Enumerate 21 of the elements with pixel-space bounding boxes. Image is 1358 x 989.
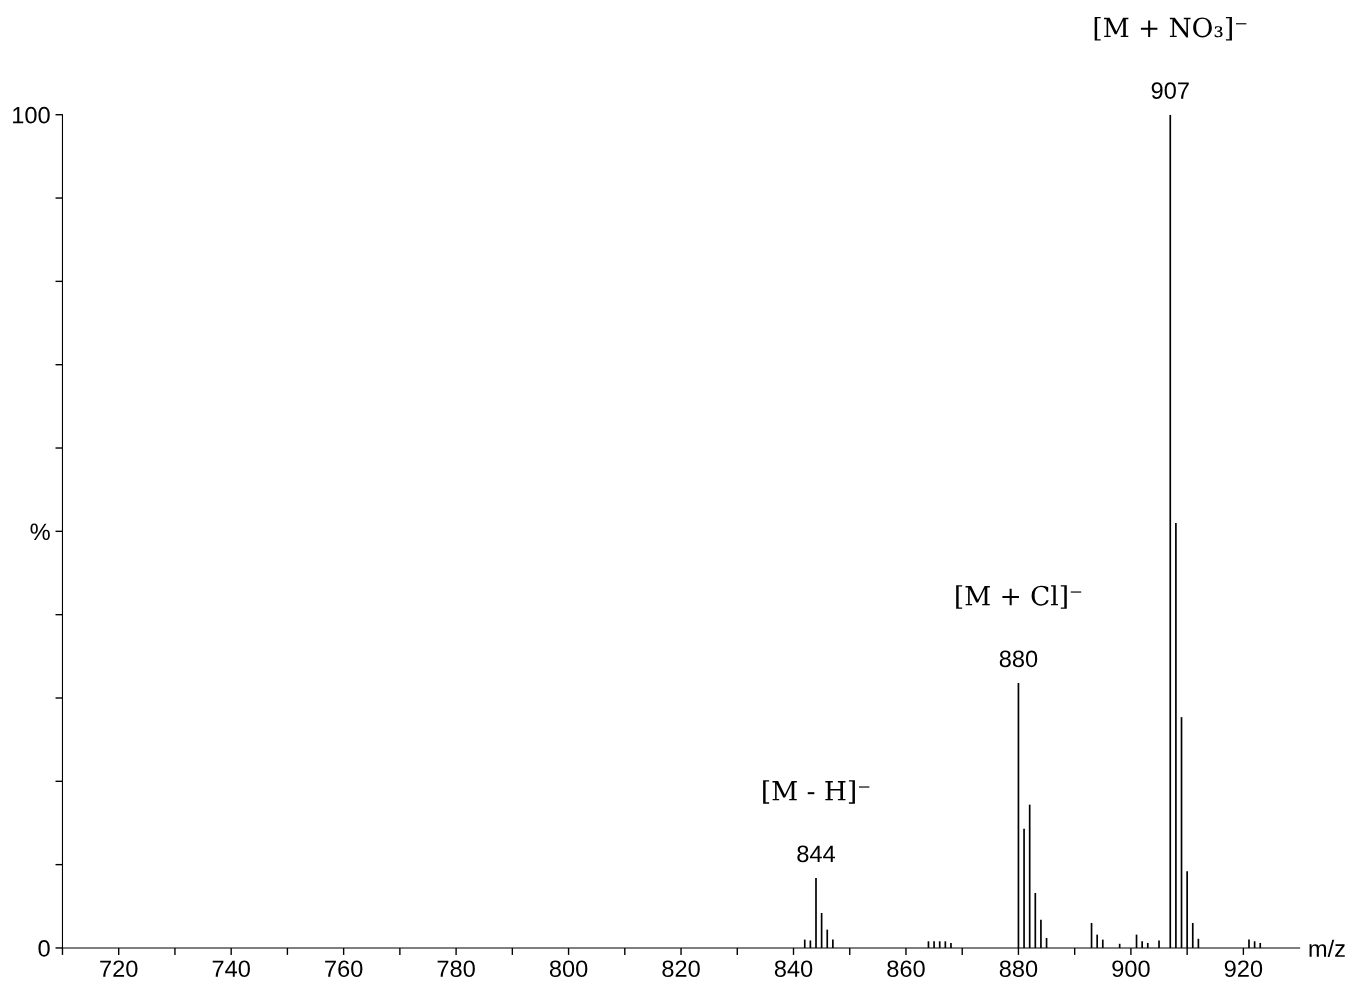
- annotation: 907: [1151, 82, 1189, 99]
- annotation: [M + NO₃]⁻: [1094, 16, 1247, 41]
- annotation: 880: [999, 650, 1038, 668]
- x-axis-title: m/z: [1309, 939, 1345, 958]
- x-tick-label: 760: [325, 960, 363, 978]
- annotation: [M - H]⁻: [763, 780, 870, 804]
- annotation: [M + Cl]⁻: [956, 585, 1082, 609]
- x-tick-label: 860: [887, 960, 925, 978]
- annotation: 844: [797, 845, 836, 863]
- x-tick-label: 800: [549, 960, 588, 978]
- y-tick-label: 100: [13, 106, 50, 124]
- y-tick-label: 0: [38, 940, 50, 957]
- x-tick-label: 880: [999, 960, 1038, 978]
- x-tick-label: 720: [100, 960, 138, 978]
- x-tick-label: 780: [437, 960, 475, 978]
- x-tick-label: 900: [1112, 960, 1150, 978]
- x-tick-label: 840: [774, 960, 813, 978]
- x-tick-label: 740: [212, 960, 250, 978]
- y-tick-label: %: [30, 523, 50, 541]
- x-tick-label: 920: [1224, 960, 1263, 978]
- x-tick-label: 820: [662, 960, 700, 978]
